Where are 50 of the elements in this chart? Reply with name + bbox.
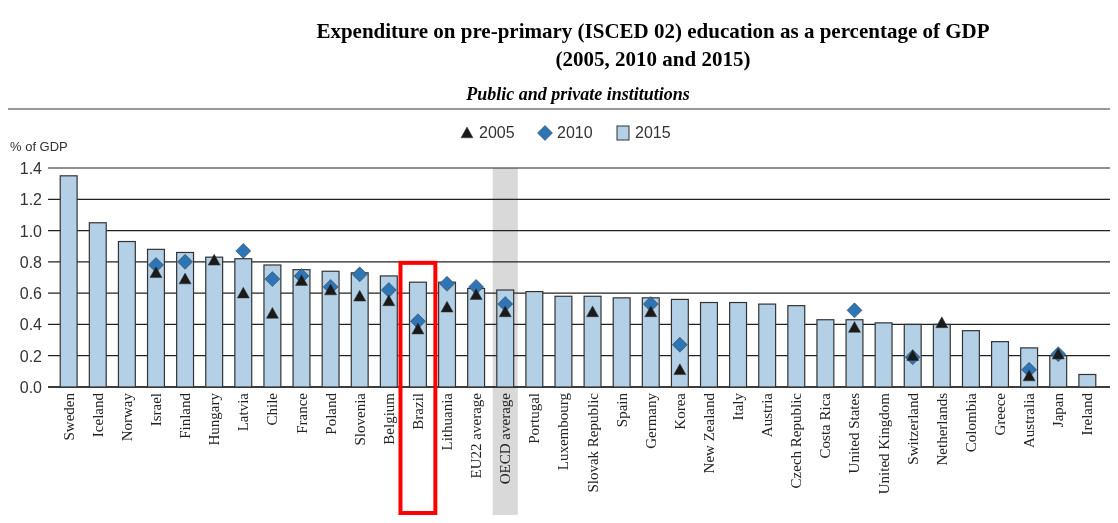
legend-label: 2005 — [479, 124, 515, 141]
x-tick-label: Norway — [118, 392, 135, 442]
x-tick-label: Australia — [1021, 392, 1038, 448]
x-tick-label: Luxembourg — [555, 392, 572, 471]
x-tick-label: France — [293, 392, 310, 434]
x-tick-label: Iceland — [89, 392, 106, 438]
x-tick-label: Belgium — [380, 392, 397, 445]
y-axis-title: % of GDP — [10, 139, 68, 154]
y-tick-label: 0.2 — [19, 347, 43, 365]
y-tick-label: 0.4 — [19, 316, 43, 334]
x-tick-label: Latvia — [235, 392, 252, 432]
x-tick-label: Israel — [147, 393, 164, 427]
x-tick-label: Slovak Republic — [584, 392, 601, 493]
x-tick-label: United Kingdom — [875, 392, 892, 495]
x-tick-label: Korea — [671, 392, 688, 430]
x-tick-label: Spain — [613, 392, 630, 428]
x-tick-label: Lithuania — [439, 392, 456, 451]
x-tick-label: Finland — [177, 392, 194, 439]
x-tick-label: United States — [846, 392, 863, 474]
x-tick-label: Italy — [730, 392, 747, 421]
y-tick-label: 0.0 — [19, 379, 43, 396]
chart-title: Expenditure on pre-primary (ISCED 02) education as a percentage of GDP (2005, 2010 and 2015) — [316, 19, 990, 71]
x-tick-label: Portugal — [526, 393, 543, 444]
x-tick-label: Netherlands — [933, 392, 950, 466]
y-tick-label: 1.0 — [19, 222, 43, 240]
x-tick-label: Japan — [1050, 392, 1067, 428]
y-tick-label: 0.6 — [19, 285, 43, 303]
x-tick-label: OECD average — [497, 392, 514, 485]
x-tick-label: Germany — [642, 392, 659, 449]
legend-label: 2010 — [557, 124, 593, 141]
legend-label: 2015 — [635, 124, 671, 141]
x-tick-label: Colombia — [962, 392, 979, 453]
x-tick-label: Austria — [759, 392, 776, 438]
x-tick-label: Sweden — [60, 392, 77, 441]
y-tick-label: 0.8 — [19, 253, 43, 271]
x-tick-label: Poland — [322, 392, 339, 435]
x-tick-label: Ireland — [1079, 392, 1096, 436]
x-tick-label: Czech Republic — [788, 392, 805, 489]
chart-subtitle: Public and private institutions — [465, 84, 690, 104]
y-tick-label: 1.4 — [19, 160, 43, 177]
x-tick-label: Costa Rica — [817, 392, 834, 459]
x-tick-label: EU22 average — [468, 392, 485, 479]
x-tick-label: Switzerland — [904, 392, 921, 465]
x-tick-label: New Zealand — [700, 392, 717, 474]
x-tick-label: Hungary — [206, 392, 223, 446]
y-tick-label: 1.2 — [19, 191, 43, 209]
x-tick-label: Chile — [264, 392, 281, 426]
x-tick-label: Greece — [992, 392, 1009, 436]
x-tick-label: Slovenia — [351, 392, 368, 446]
x-tick-label: Brazil — [409, 393, 426, 430]
